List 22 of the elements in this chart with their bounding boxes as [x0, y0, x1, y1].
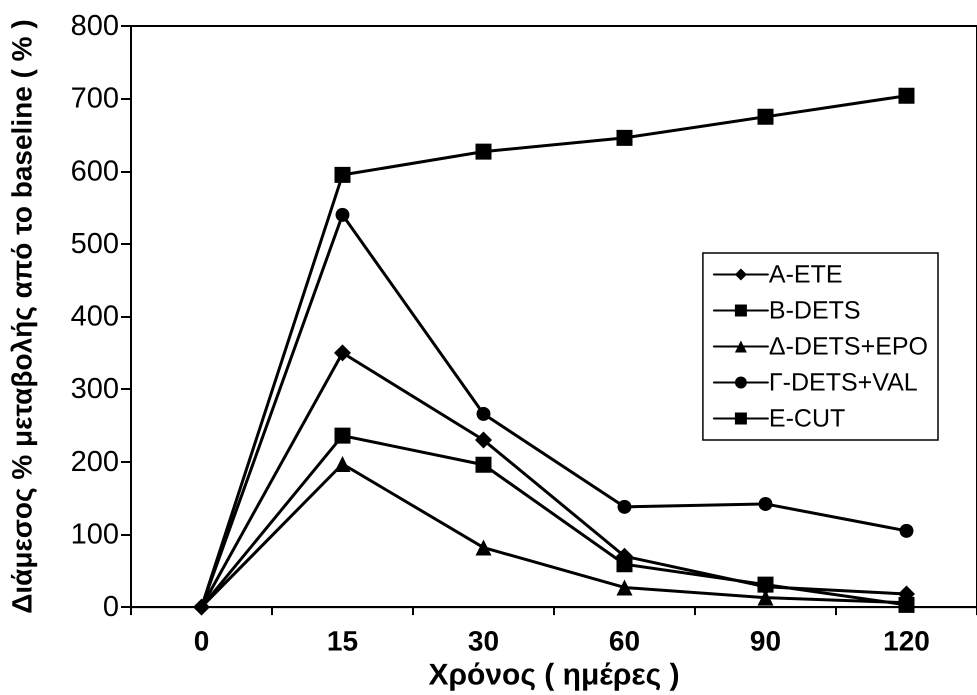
- x-tick-label: 120: [883, 626, 930, 657]
- x-tick-label: 0: [194, 626, 210, 657]
- legend-label: Δ-DETS+EPO: [768, 332, 928, 360]
- y-tick-label: 100: [70, 518, 119, 550]
- y-tick-label: 200: [70, 446, 119, 478]
- x-axis-title: Χρόνος ( ημέρες ): [428, 658, 680, 692]
- x-tick-label: 30: [468, 626, 500, 657]
- legend-label: Γ-DETS+VAL: [768, 368, 918, 396]
- x-tick-label: 15: [326, 626, 358, 657]
- legend-label: B-DETS: [768, 296, 861, 324]
- y-axis-title: Διάμεσος % μεταβολής από το baseline ( % ): [6, 19, 38, 614]
- x-tick-label: 60: [608, 626, 640, 657]
- y-tick-label: 400: [70, 300, 119, 333]
- y-tick-label: 300: [70, 373, 119, 406]
- legend-label: E-CUT: [768, 404, 846, 432]
- y-tick-label: 600: [70, 155, 119, 188]
- y-tick-label: 0: [102, 591, 119, 624]
- y-tick-label: 700: [70, 82, 119, 115]
- y-tick-label: 800: [70, 10, 119, 42]
- x-tick-label: 90: [750, 626, 782, 657]
- y-tick-label: 500: [70, 228, 119, 260]
- legend-label: A-ETE: [768, 260, 843, 288]
